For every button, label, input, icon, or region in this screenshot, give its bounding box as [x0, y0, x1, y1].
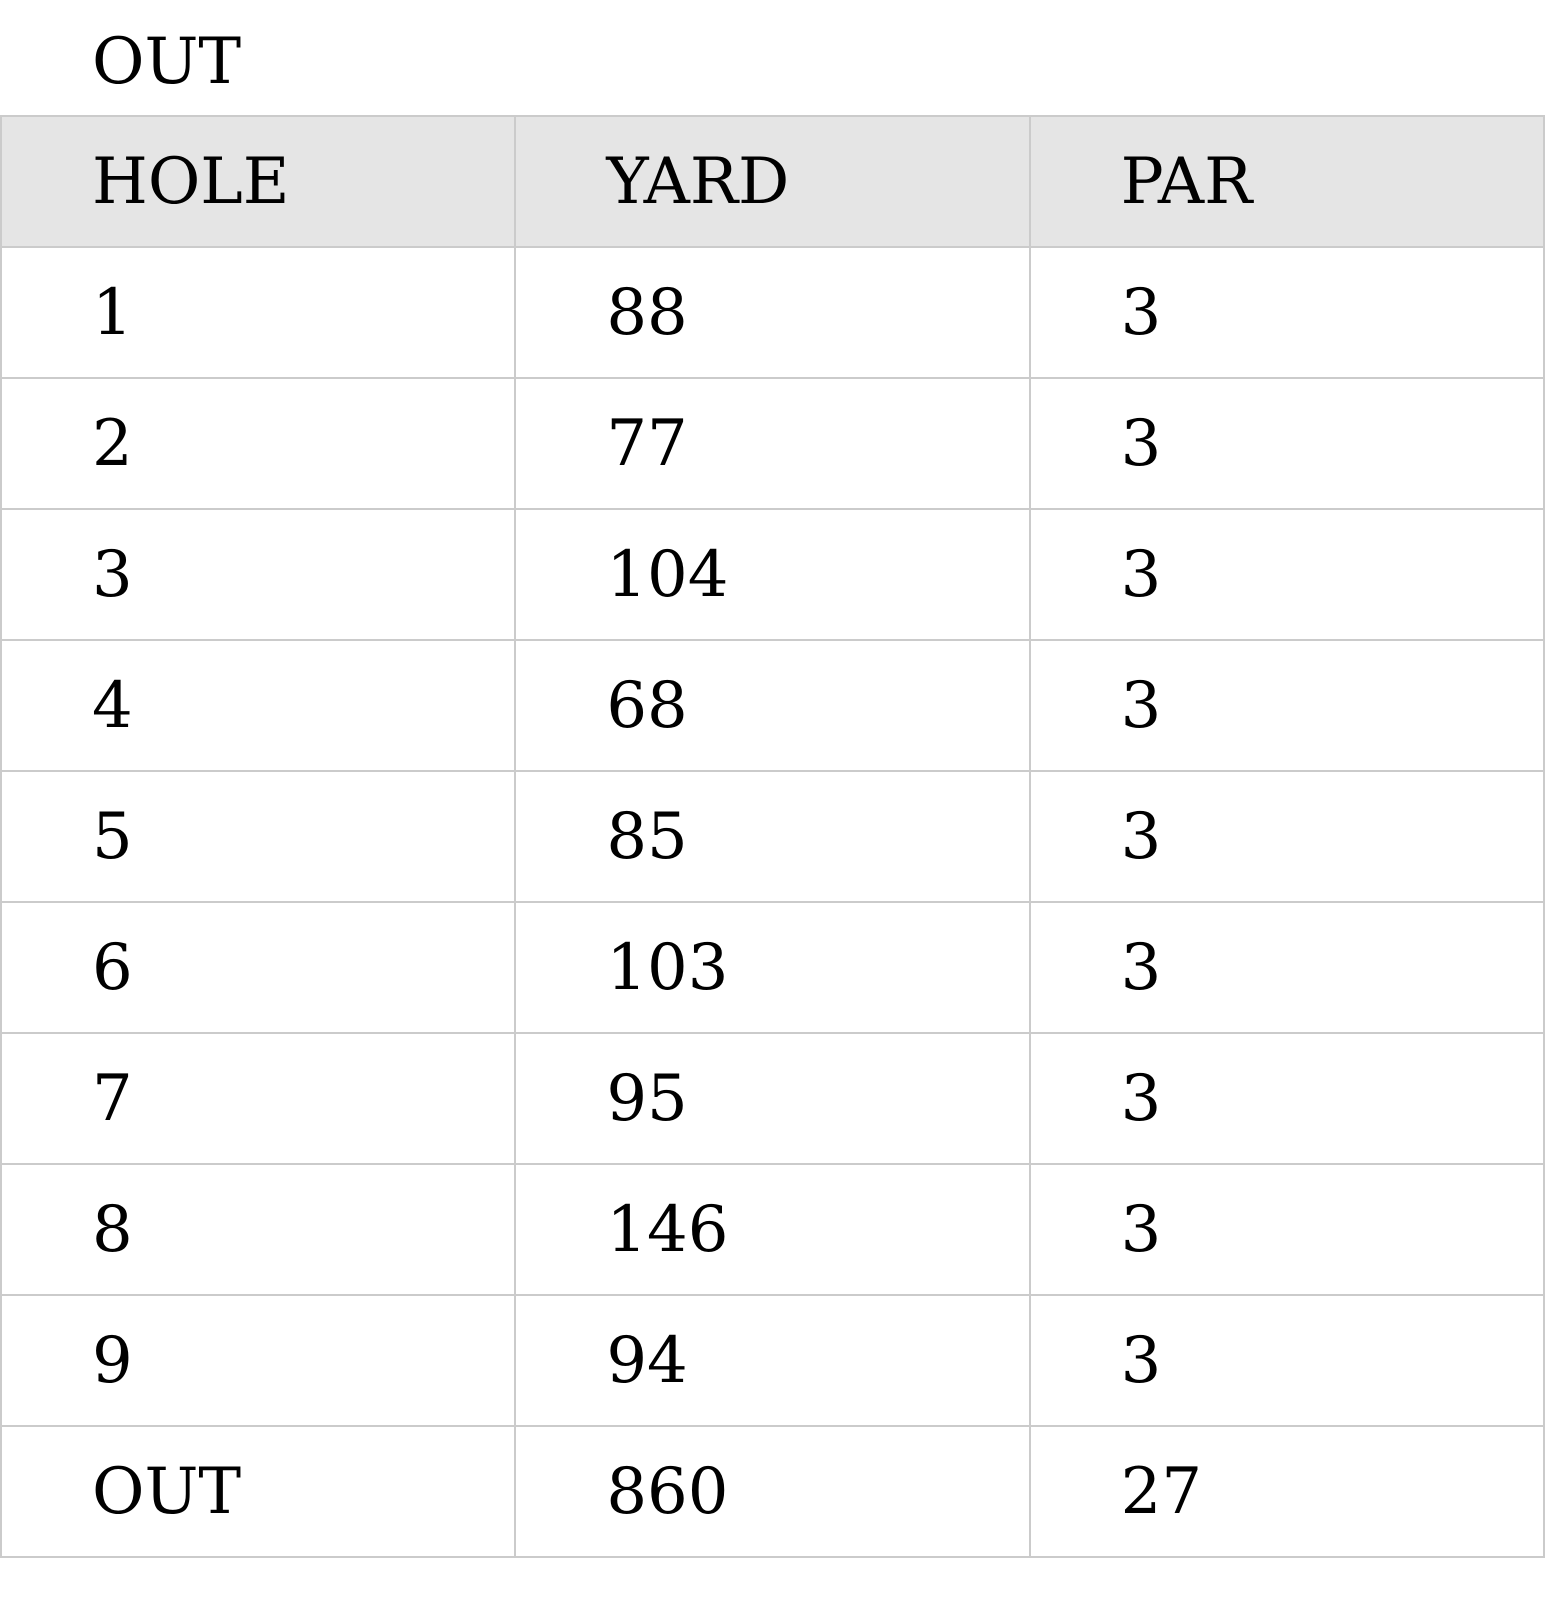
yard-cell: 88	[514, 246, 1031, 379]
table-row: 1 88 3	[0, 246, 1545, 379]
yard-cell: 77	[514, 377, 1031, 510]
yard-cell: 103	[514, 901, 1031, 1034]
hole-cell: OUT	[0, 1425, 517, 1558]
par-cell: 27	[1028, 1425, 1545, 1558]
header-row: HOLE YARD PAR	[0, 115, 1545, 248]
yard-cell: 94	[514, 1294, 1031, 1427]
par-cell: 3	[1028, 377, 1545, 510]
table-row: 3 104 3	[0, 508, 1545, 641]
par-cell: 3	[1028, 246, 1545, 379]
par-cell: 3	[1028, 639, 1545, 772]
yard-cell: 85	[514, 770, 1031, 903]
hole-cell: 2	[0, 377, 517, 510]
table-row: 5 85 3	[0, 770, 1545, 903]
hole-cell: 3	[0, 508, 517, 641]
yard-cell: 68	[514, 639, 1031, 772]
hole-cell: 1	[0, 246, 517, 379]
hole-cell: 9	[0, 1294, 517, 1427]
hole-cell: 4	[0, 639, 517, 772]
table-row: 9 94 3	[0, 1294, 1545, 1427]
hole-cell: 8	[0, 1163, 517, 1296]
table-row: 7 95 3	[0, 1032, 1545, 1165]
total-row: OUT 860 27	[0, 1425, 1545, 1558]
par-cell: 3	[1028, 901, 1545, 1034]
table-row: 4 68 3	[0, 639, 1545, 772]
par-cell: 3	[1028, 1294, 1545, 1427]
hole-cell: 6	[0, 901, 517, 1034]
header-par: PAR	[1028, 115, 1545, 248]
par-cell: 3	[1028, 1032, 1545, 1165]
par-cell: 3	[1028, 770, 1545, 903]
yard-cell: 104	[514, 508, 1031, 641]
yard-cell: 146	[514, 1163, 1031, 1296]
table-row: 8 146 3	[0, 1163, 1545, 1296]
hole-cell: 5	[0, 770, 517, 903]
hole-cell: 7	[0, 1032, 517, 1165]
table-row: 2 77 3	[0, 377, 1545, 510]
yard-cell: 860	[514, 1425, 1031, 1558]
par-cell: 3	[1028, 508, 1545, 641]
table-title: OUT	[92, 25, 242, 99]
yard-cell: 95	[514, 1032, 1031, 1165]
header-hole: HOLE	[0, 115, 517, 248]
table-row: 6 103 3	[0, 901, 1545, 1034]
header-yard: YARD	[514, 115, 1031, 248]
par-cell: 3	[1028, 1163, 1545, 1296]
scorecard-table: HOLE YARD PAR 1 88 3 2 77 3 3 104 3 4 68 3 5 85 3 6 103 3…	[0, 115, 1545, 1558]
